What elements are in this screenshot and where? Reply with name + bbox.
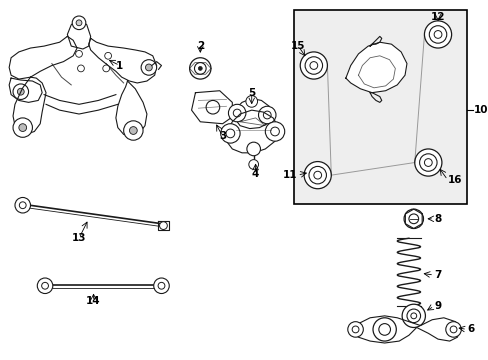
Circle shape	[78, 65, 84, 72]
Text: 15: 15	[290, 41, 305, 51]
Circle shape	[37, 278, 53, 293]
Circle shape	[305, 57, 322, 74]
Circle shape	[263, 111, 270, 119]
Circle shape	[145, 64, 152, 71]
Circle shape	[414, 149, 441, 176]
Polygon shape	[226, 110, 278, 153]
Circle shape	[141, 60, 156, 75]
Circle shape	[419, 154, 436, 171]
Circle shape	[401, 304, 425, 328]
Text: 5: 5	[247, 88, 255, 98]
Text: 2: 2	[196, 41, 203, 51]
Polygon shape	[13, 77, 46, 134]
Text: 12: 12	[430, 12, 445, 22]
Polygon shape	[116, 81, 146, 136]
Circle shape	[410, 313, 416, 319]
Circle shape	[300, 52, 327, 79]
Circle shape	[19, 124, 26, 131]
Text: 13: 13	[72, 233, 86, 243]
Text: 3: 3	[219, 131, 226, 141]
Circle shape	[351, 326, 358, 333]
Text: 10: 10	[473, 105, 488, 115]
Circle shape	[428, 26, 446, 43]
Bar	[294, 10, 466, 204]
Circle shape	[15, 198, 30, 213]
Circle shape	[408, 214, 418, 224]
Circle shape	[225, 129, 234, 138]
Polygon shape	[67, 20, 90, 49]
Circle shape	[20, 202, 26, 209]
Circle shape	[313, 171, 321, 179]
Polygon shape	[234, 99, 270, 129]
Circle shape	[159, 222, 167, 229]
Circle shape	[245, 96, 257, 107]
Circle shape	[347, 322, 363, 337]
Circle shape	[198, 67, 202, 70]
Circle shape	[76, 50, 82, 57]
Circle shape	[104, 53, 111, 59]
Circle shape	[129, 127, 137, 134]
Polygon shape	[9, 36, 77, 79]
Circle shape	[194, 63, 206, 74]
Circle shape	[258, 106, 275, 124]
Circle shape	[102, 65, 109, 72]
Polygon shape	[345, 42, 406, 93]
Text: 9: 9	[433, 301, 440, 311]
Circle shape	[304, 162, 330, 189]
Circle shape	[246, 142, 260, 156]
Text: 4: 4	[251, 169, 259, 179]
Circle shape	[228, 104, 245, 122]
Circle shape	[189, 58, 210, 79]
Polygon shape	[9, 78, 42, 102]
Circle shape	[403, 209, 423, 229]
Circle shape	[449, 326, 456, 333]
Circle shape	[158, 282, 164, 289]
Circle shape	[13, 84, 28, 99]
Circle shape	[220, 124, 240, 143]
Circle shape	[248, 159, 258, 169]
Circle shape	[123, 121, 143, 140]
Circle shape	[206, 100, 219, 114]
Text: 6: 6	[466, 324, 473, 334]
Circle shape	[13, 118, 32, 137]
Circle shape	[41, 282, 48, 289]
Circle shape	[270, 127, 279, 136]
Circle shape	[424, 159, 431, 166]
Circle shape	[72, 16, 85, 30]
Text: 11: 11	[282, 170, 297, 180]
Circle shape	[372, 318, 395, 341]
Circle shape	[233, 109, 241, 117]
Text: 7: 7	[433, 270, 441, 280]
Polygon shape	[88, 38, 156, 83]
Text: 1: 1	[116, 60, 123, 71]
Circle shape	[406, 309, 420, 323]
Circle shape	[76, 20, 82, 26]
Polygon shape	[191, 91, 232, 124]
Text: 8: 8	[433, 214, 441, 224]
Circle shape	[378, 324, 390, 335]
Polygon shape	[350, 316, 458, 343]
Circle shape	[424, 21, 451, 48]
Circle shape	[265, 122, 284, 141]
Circle shape	[445, 322, 460, 337]
Circle shape	[153, 278, 169, 293]
Text: 16: 16	[447, 175, 461, 185]
Circle shape	[308, 166, 326, 184]
Circle shape	[309, 62, 317, 69]
Circle shape	[18, 88, 24, 95]
Text: 14: 14	[86, 296, 101, 306]
Circle shape	[433, 31, 441, 38]
